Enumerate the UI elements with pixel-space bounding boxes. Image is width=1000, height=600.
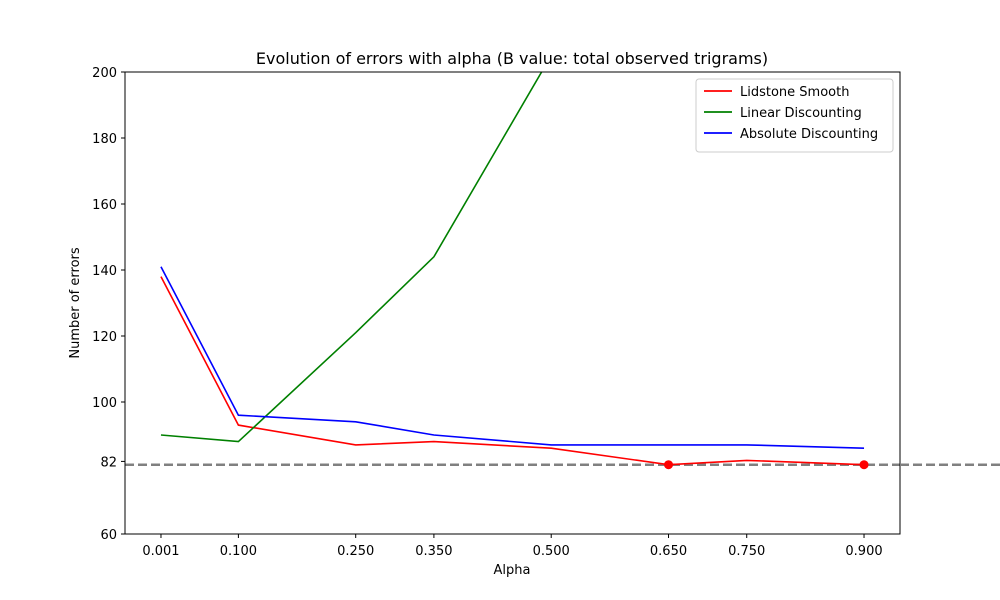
y-tick-label: 60: [100, 528, 117, 543]
y-tick-label: 100: [92, 396, 117, 411]
axis-ticks: 0.001 0.100 0.250 0.350 0.500 0.650 0.750 0.900…: [92, 66, 882, 559]
y-tick-label: 120: [92, 330, 117, 345]
legend-box: [695, 78, 894, 153]
series-line-2: [160, 72, 543, 443]
y-axis-label: Number of errors: [68, 247, 83, 358]
y-tick-label: 160: [92, 198, 117, 213]
plot-frame: [124, 71, 901, 535]
legend-label-3: Absolute Discounting: [740, 127, 878, 142]
x-tick-label: 0.750: [728, 544, 765, 559]
legend-label-1: Lidstone Smooth: [740, 85, 849, 100]
x-axis-label: Alpha: [494, 563, 531, 578]
series-line-3: [160, 266, 865, 449]
y-tick-label: 82: [100, 455, 117, 470]
chart-title: Evolution of errors with alpha (B value:…: [256, 49, 768, 68]
x-tick-label: 0.250: [337, 544, 374, 559]
x-tick-label: 0.001: [142, 544, 179, 559]
series-marker-1-2: [859, 460, 869, 470]
series-marker-1-1: [664, 460, 674, 470]
legend-label-2: Linear Discounting: [740, 106, 862, 121]
y-tick-label: 180: [92, 132, 117, 147]
series-line-1: [160, 276, 865, 466]
legend: Lidstone Smooth Linear Discounting Absolut…: [695, 78, 894, 153]
y-tick-label: 200: [92, 66, 117, 81]
x-tick-label: 0.650: [650, 544, 687, 559]
x-tick-label: 0.500: [533, 544, 570, 559]
plot-area: [125, 72, 900, 470]
y-tick-label: 140: [92, 264, 117, 279]
x-tick-label: 0.100: [220, 544, 257, 559]
x-tick-label: 0.900: [845, 544, 882, 559]
x-tick-label: 0.350: [415, 544, 452, 559]
